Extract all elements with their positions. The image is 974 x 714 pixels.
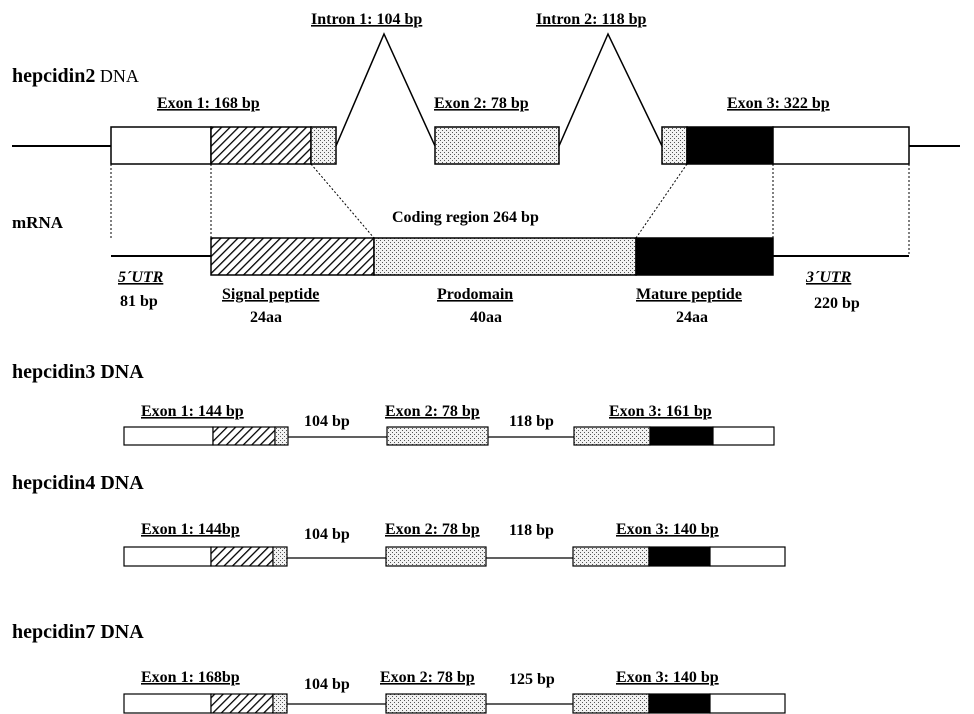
exon3-utr-block — [772, 126, 910, 165]
hepcidin4-exon1-utr — [123, 546, 212, 567]
prodomain-label: Prodomain — [437, 286, 513, 303]
hepcidin2-title-suffix: DNA — [95, 66, 139, 86]
hepcidin4-section: hepcidin4 DNA Exon 1: 144bp 104 bp Exon … — [12, 472, 786, 567]
intron2-label: Intron 2: 118 bp — [536, 11, 647, 28]
hepcidin7-exon3-mature — [648, 693, 711, 714]
exon2-label: Exon 2: 78 bp — [434, 95, 529, 112]
exon1-utr-block — [110, 126, 212, 165]
signal-peptide-label: Signal peptide — [222, 286, 319, 303]
hepcidin4-title: hepcidin4 DNA — [12, 472, 144, 494]
hepcidin4-exon1-label: Exon 1: 144bp — [141, 521, 240, 538]
exon1-prodomain-block — [310, 126, 337, 165]
hepcidin7-exon1-signal — [210, 693, 274, 714]
hepcidin4-exon3-label: Exon 3: 140 bp — [616, 521, 719, 538]
hepcidin4-exon3-mature — [648, 546, 711, 567]
hepcidin7-exon1-prodomain — [272, 693, 288, 714]
mrna-label: mRNA — [12, 213, 64, 232]
hepcidin4-exon2-label: Exon 2: 78 bp — [385, 521, 480, 538]
hepcidin7-intron2-label: 125 bp — [509, 671, 555, 688]
hepcidin7-section: hepcidin7 DNA Exon 1: 168bp 104 bp Exon … — [12, 621, 786, 714]
hepcidin4-exon1-signal — [210, 546, 274, 567]
hepcidin3-intron2-label: 118 bp — [509, 413, 554, 430]
hepcidin2-section: hepcidin2 DNA Intron 1: 104 bp Intron 2:… — [12, 11, 960, 326]
hepcidin2-title-gene: hepcidin2 — [12, 65, 95, 87]
hepcidin7-exon3-prodomain — [572, 693, 650, 714]
hepcidin7-exon1-utr — [123, 693, 212, 714]
signal-peptide-aa: 24aa — [250, 309, 282, 326]
hepcidin3-exon1-prodomain — [274, 426, 289, 446]
exon2-prodomain-block — [434, 126, 560, 165]
hepcidin4-exon2 — [385, 546, 487, 567]
hepcidin3-exon2 — [386, 426, 489, 446]
exon1-label: Exon 1: 168 bp — [157, 95, 260, 112]
exon3-prodomain-block — [661, 126, 688, 165]
intron1-label: Intron 1: 104 bp — [311, 11, 422, 28]
utr5-label: 5´UTR — [118, 269, 164, 286]
hepcidin7-exon3-utr — [709, 693, 786, 714]
hepcidin7-title: hepcidin7 DNA — [12, 621, 144, 643]
hepcidin3-exon2-label: Exon 2: 78 bp — [385, 403, 480, 420]
hepcidin7-exon2 — [385, 693, 487, 714]
hepcidin3-exon3-prodomain — [573, 426, 651, 446]
utr3-length: 220 bp — [814, 295, 860, 312]
mature-peptide-aa: 24aa — [676, 309, 708, 326]
hepcidin3-intron1-label: 104 bp — [304, 413, 350, 430]
hepcidin4-intron1-label: 104 bp — [304, 526, 350, 543]
exon3-label: Exon 3: 322 bp — [727, 95, 830, 112]
hepcidin7-exon3-label: Exon 3: 140 bp — [616, 669, 719, 686]
hepcidin7-exon1-label: Exon 1: 168bp — [141, 669, 240, 686]
hepcidin4-exon1-prodomain — [272, 546, 288, 567]
mature-peptide-label: Mature peptide — [636, 286, 742, 303]
projection-lines — [110, 163, 910, 255]
hepcidin7-exon2-label: Exon 2: 78 bp — [380, 669, 475, 686]
coding-region-label: Coding region 264 bp — [392, 209, 539, 226]
intron2-splice — [558, 32, 663, 147]
mrna-mature-block — [635, 237, 774, 276]
mrna-signal-block — [210, 237, 375, 276]
utr3-label: 3´UTR — [805, 269, 852, 286]
intron1-splice — [335, 32, 436, 147]
hepcidin3-title: hepcidin3 DNA — [12, 361, 144, 383]
hepcidin4-intron2-label: 118 bp — [509, 522, 554, 539]
hepcidin3-exon1-utr — [123, 426, 214, 446]
hepcidin3-exon3-label: Exon 3: 161 bp — [609, 403, 712, 420]
hepcidin4-exon3-utr — [709, 546, 786, 567]
hepcidin4-exon3-prodomain — [572, 546, 650, 567]
hepcidin3-section: hepcidin3 DNA Exon 1: 144 bp 104 bp Exon… — [12, 361, 775, 446]
mrna-prodomain-block — [373, 237, 637, 276]
hepcidin2-title: hepcidin2 DNA — [12, 65, 139, 87]
hepcidin3-exon3-utr — [712, 426, 775, 446]
exon1-signal-block — [210, 126, 312, 165]
hepcidin3-exon1-signal — [212, 426, 276, 446]
prodomain-aa: 40aa — [470, 309, 502, 326]
hepcidin3-exon3-mature — [649, 426, 714, 446]
utr5-length: 81 bp — [120, 293, 158, 310]
exon3-mature-block — [686, 126, 774, 165]
hepcidin3-exon1-label: Exon 1: 144 bp — [141, 403, 244, 420]
hepcidin7-intron1-label: 104 bp — [304, 676, 350, 693]
